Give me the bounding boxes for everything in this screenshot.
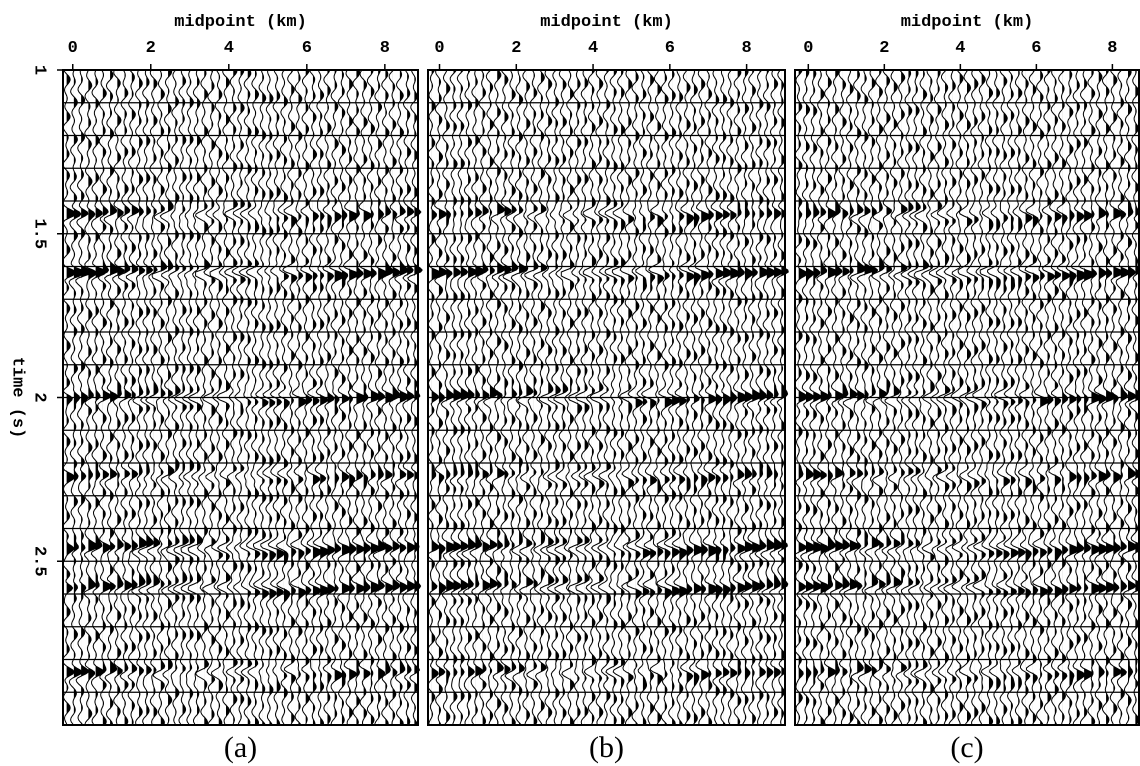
panel-frame — [427, 69, 786, 726]
x-tick-label: 8 — [380, 39, 390, 58]
x-tick-label: 4 — [224, 39, 234, 58]
y-axis-label: time (s) — [8, 357, 27, 439]
caption: (c) — [950, 731, 983, 764]
x-tick-label: 0 — [68, 39, 78, 58]
x-tick-label: 2 — [511, 39, 521, 58]
y-tick-label: 1.5 — [30, 218, 49, 249]
y-tick-label: 2 — [30, 392, 49, 402]
x-axis-label: midpoint (km) — [174, 13, 307, 32]
x-tick-label: 6 — [302, 39, 312, 58]
panel — [794, 69, 1140, 726]
panel — [427, 69, 789, 726]
x-tick-label: 8 — [742, 39, 752, 58]
x-tick-label: 4 — [588, 39, 598, 58]
x-tick-label: 6 — [665, 39, 675, 58]
x-tick-label: 8 — [1107, 39, 1117, 58]
x-tick-label: 4 — [955, 39, 965, 58]
x-axis-label: midpoint (km) — [540, 13, 673, 32]
trace — [407, 69, 423, 725]
x-tick-label: 6 — [1031, 39, 1041, 58]
caption: (b) — [589, 731, 624, 764]
x-tick-label: 0 — [434, 39, 444, 58]
trace — [1129, 69, 1140, 725]
panel — [62, 69, 423, 726]
y-tick-label: 1 — [30, 65, 49, 75]
x-tick-label: 2 — [879, 39, 889, 58]
caption: (a) — [224, 731, 257, 764]
x-tick-label: 0 — [803, 39, 813, 58]
x-axis-label: midpoint (km) — [901, 13, 1034, 32]
panel-frame — [794, 69, 1140, 726]
y-tick-label: 2.5 — [30, 546, 49, 577]
x-tick-label: 2 — [146, 39, 156, 58]
